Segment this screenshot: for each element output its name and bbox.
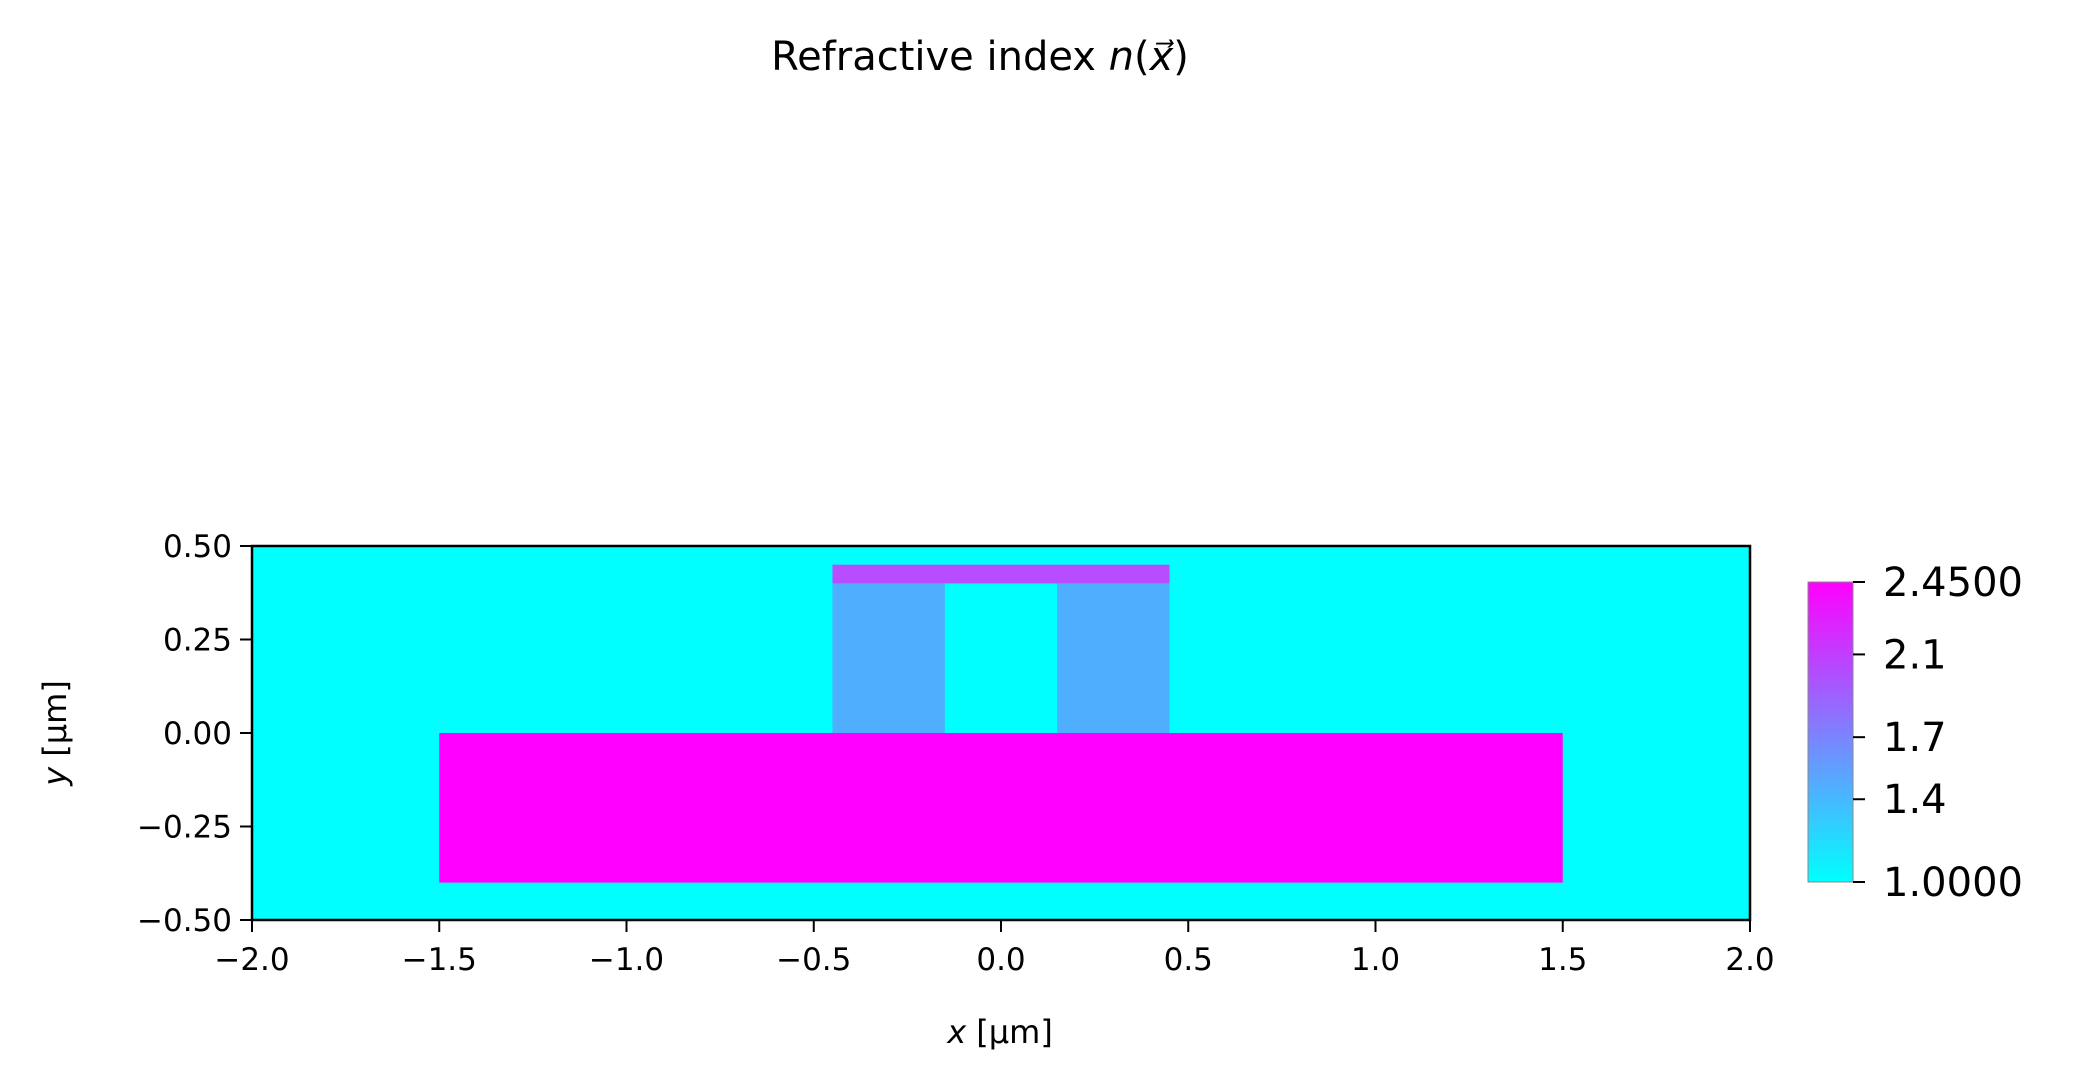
colorbar-tick-label: 2.1 [1883, 632, 1947, 678]
colorbar-gradient [1807, 581, 1854, 883]
colorbar-tick-label: 1.4 [1883, 777, 1947, 823]
regions-group [439, 564, 1563, 883]
plot-area: −2.0 −1.5 −1.0 −0.5 0.0 0.5 1.0 1.5 2.0 0.50 0.25… [137, 529, 1775, 978]
colorbar: 2.4500 2.1 1.7 1.4 1.0000 [1807, 560, 2023, 906]
x-tick-label: 2.0 [1725, 942, 1774, 978]
colorbar-tick-label: 2.4500 [1883, 560, 2023, 606]
region-right-pillar [1057, 583, 1170, 733]
x-axis-label: x [µm] [946, 1013, 1053, 1051]
y-tick-label: 0.00 [163, 716, 232, 752]
y-axis-ticks: 0.50 0.25 0.00 −0.25 −0.50 [137, 529, 252, 939]
colorbar-ticks: 2.4500 2.1 1.7 1.4 1.0000 [1853, 560, 2023, 906]
x-axis-ticks: −2.0 −1.5 −1.0 −0.5 0.0 0.5 1.0 1.5 2.0 [214, 920, 1775, 978]
x-tick-label: 1.0 [1351, 942, 1400, 978]
region-core-slab [439, 733, 1563, 883]
y-tick-label: 0.50 [163, 529, 232, 565]
colorbar-tick-label: 1.7 [1883, 715, 1947, 761]
region-left-pillar [832, 583, 945, 733]
x-tick-label: −1.5 [402, 942, 477, 978]
y-tick-label: −0.50 [137, 903, 232, 939]
x-tick-label: −2.0 [214, 942, 289, 978]
y-axis-label: y [µm] [36, 680, 74, 787]
x-tick-label: −0.5 [776, 942, 851, 978]
x-tick-label: 0.0 [976, 942, 1025, 978]
colorbar-tick-label: 1.0000 [1883, 860, 2023, 906]
x-tick-label: −1.0 [589, 942, 664, 978]
chart-title: Refractive index n(x⃗) [771, 34, 1189, 80]
y-tick-label: −0.25 [137, 810, 232, 846]
region-cap-layer [832, 564, 1170, 584]
x-tick-label: 0.5 [1164, 942, 1213, 978]
y-tick-label: 0.25 [163, 623, 232, 659]
x-tick-label: 1.5 [1538, 942, 1587, 978]
